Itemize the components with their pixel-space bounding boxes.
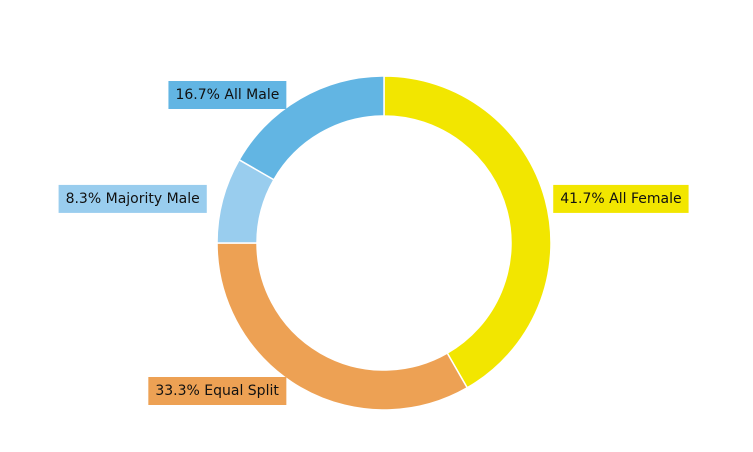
- label-text: 41.7% All Female: [560, 191, 681, 207]
- label-box: [148, 377, 287, 406]
- label-category: All Female: [609, 191, 681, 207]
- label-category: Majority Male: [106, 191, 200, 207]
- label-category: All Male: [224, 87, 279, 103]
- donut-slice: [383, 75, 552, 389]
- label-value: 41.7%: [560, 191, 604, 207]
- label-category: Equal Split: [204, 383, 279, 399]
- label-text: 16.7% All Male: [175, 87, 279, 103]
- slice-label: 8.3% Majority Male: [58, 184, 207, 213]
- label-value: 8.3%: [66, 191, 102, 207]
- label-box: [553, 184, 689, 213]
- label-value: 16.7%: [175, 87, 219, 103]
- label-text: 8.3% Majority Male: [66, 191, 200, 207]
- slice-label: 33.3% Equal Split: [148, 377, 287, 406]
- label-box: [168, 80, 287, 109]
- label-text: 33.3% Equal Split: [155, 383, 279, 399]
- label-value: 33.3%: [155, 383, 199, 399]
- slice-label: 16.7% All Male: [168, 80, 287, 109]
- label-box: [58, 184, 207, 213]
- slice-label: 41.7% All Female: [553, 184, 689, 213]
- donut-slice: [238, 75, 385, 181]
